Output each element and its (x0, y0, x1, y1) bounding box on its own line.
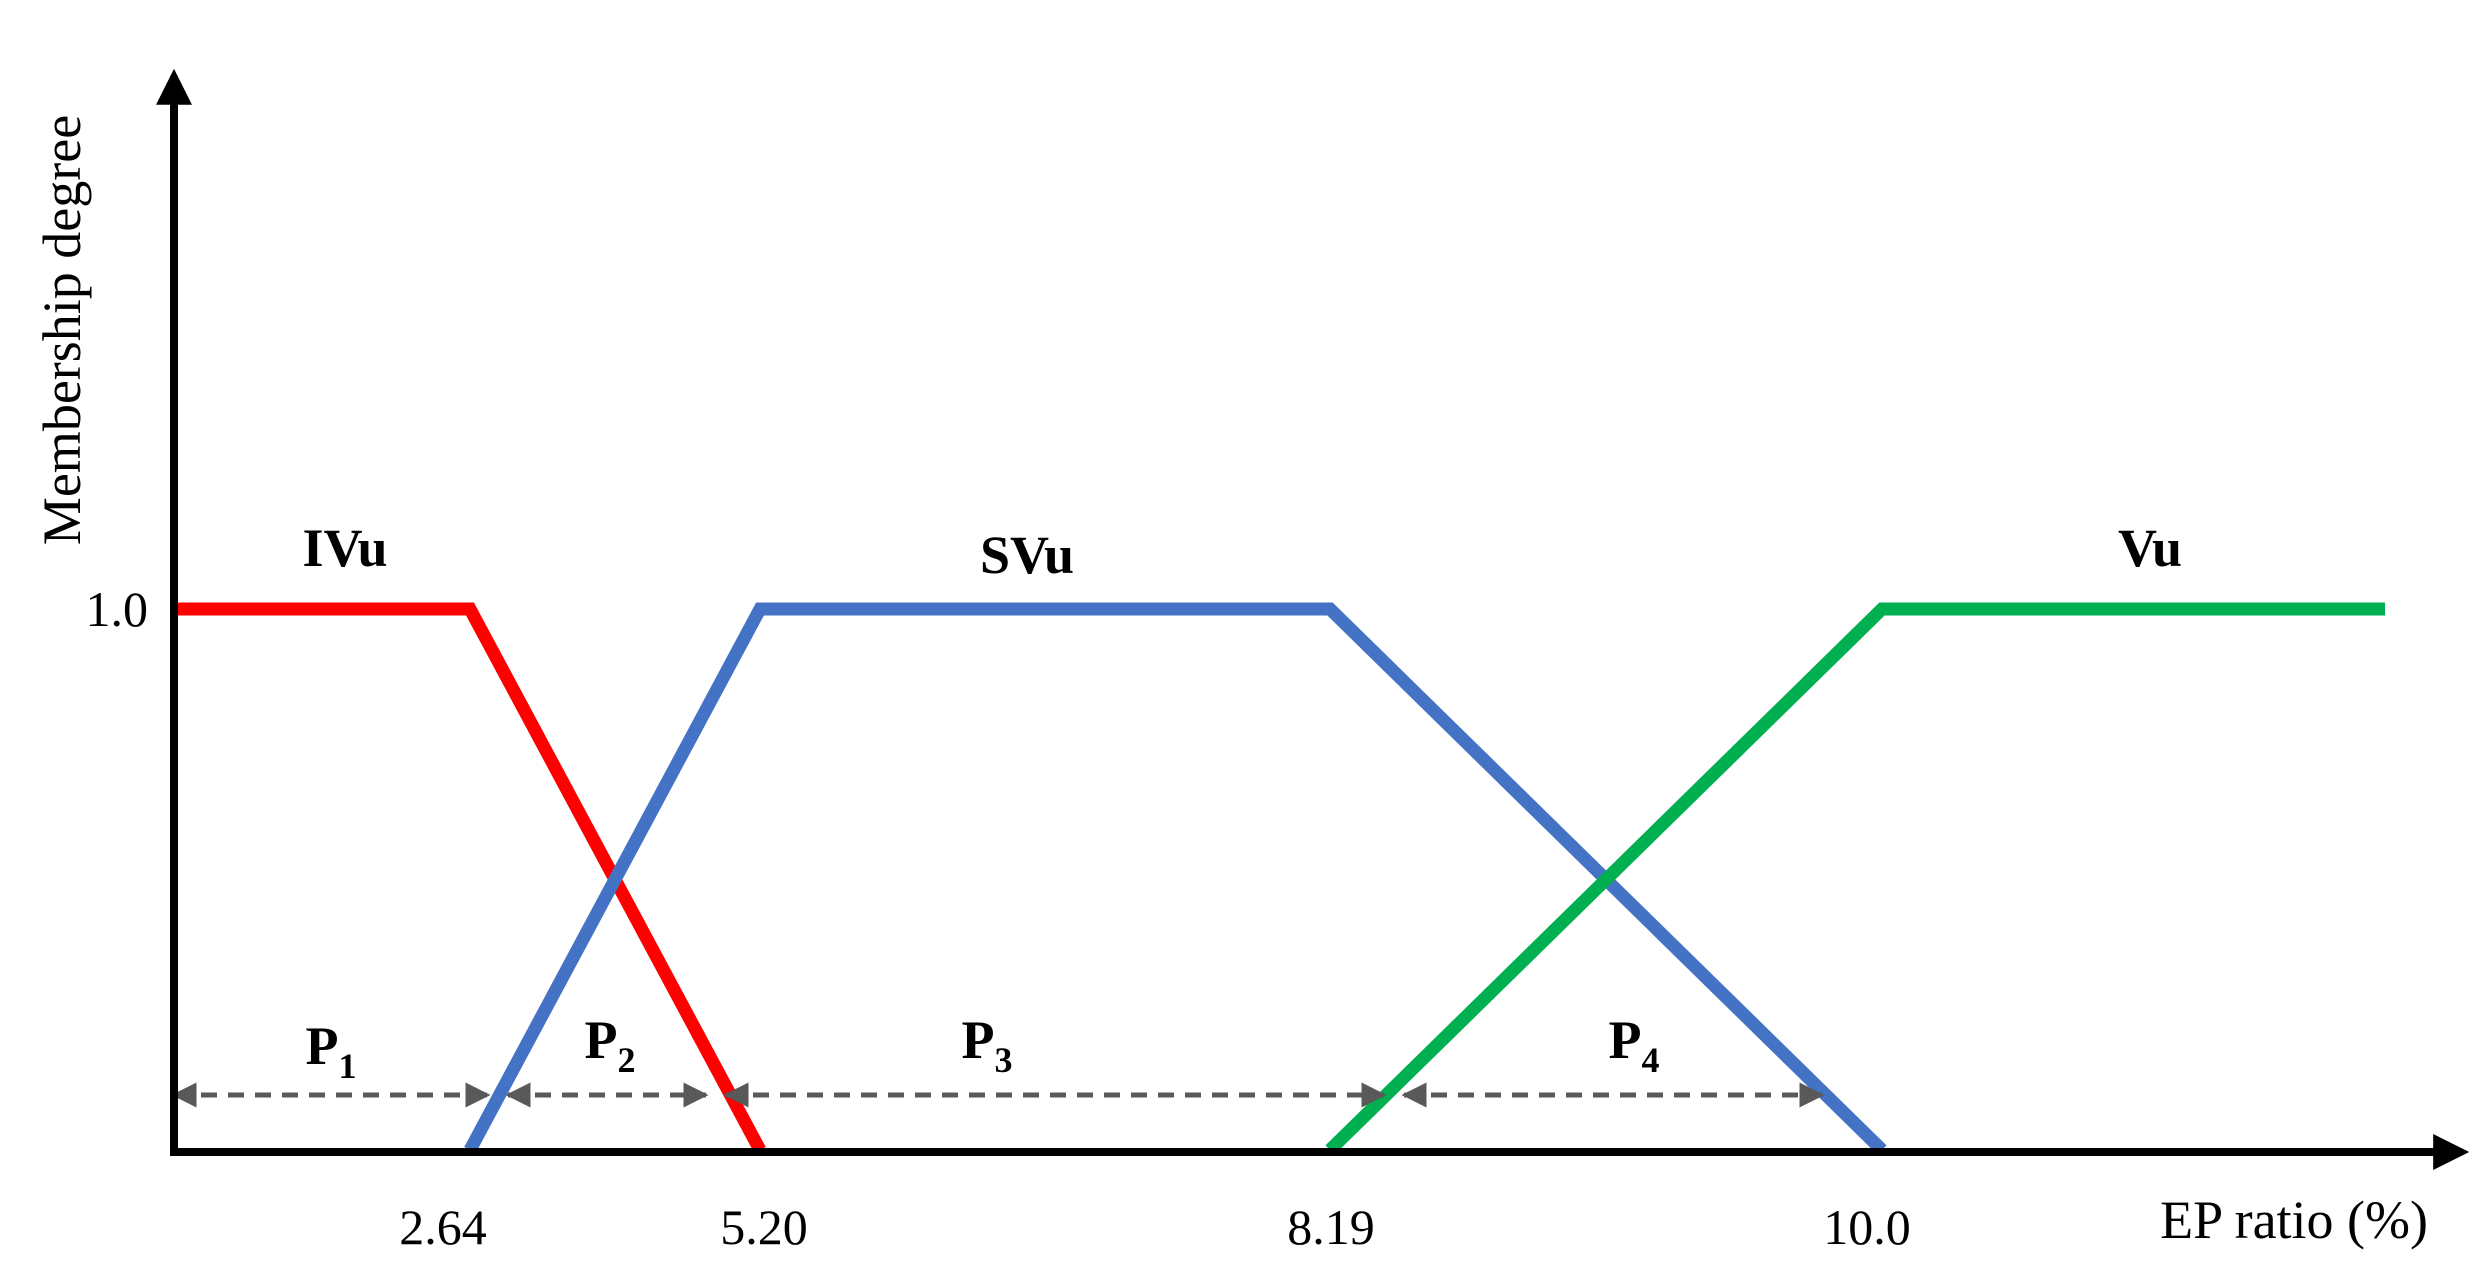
series-label-svu: SVu (980, 525, 1074, 585)
curve-svu (464, 602, 1887, 1155)
curve-vu (1325, 602, 2385, 1155)
series-label-vu: Vu (2118, 518, 2182, 578)
y-tick-label: 1.0 (86, 581, 149, 637)
membership-curves (178, 602, 2385, 1155)
curve-ivu (178, 602, 766, 1154)
x-tick-label: 5.20 (720, 1199, 808, 1255)
x-tick-label: 2.64 (399, 1199, 487, 1255)
y-axis-label: Membership degree (32, 115, 92, 545)
interval-label-p1: P1 (306, 1016, 357, 1086)
x-tick-label: 10.0 (1823, 1199, 1911, 1255)
interval-label-p4: P4 (1609, 1010, 1660, 1080)
interval-label-p2: P2 (585, 1010, 636, 1080)
x-tick-label: 8.19 (1287, 1199, 1375, 1255)
x-axis-label: EP ratio (%) (2160, 1190, 2428, 1250)
series-label-ivu: IVu (302, 518, 387, 578)
interval-label-p3: P3 (962, 1010, 1013, 1080)
